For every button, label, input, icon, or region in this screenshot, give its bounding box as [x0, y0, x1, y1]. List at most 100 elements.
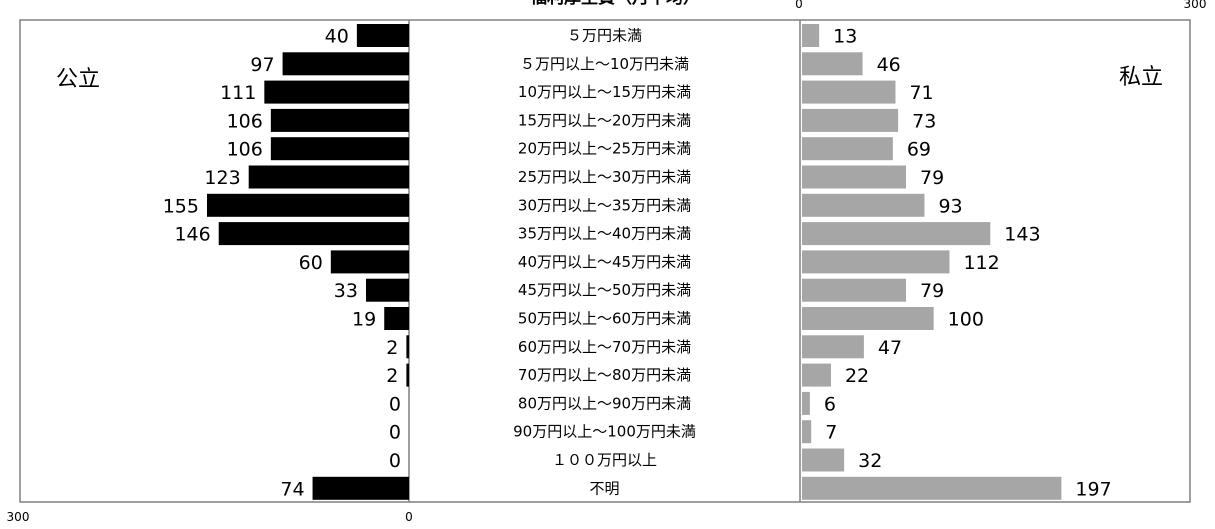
- left-bar-label: 146: [174, 224, 210, 246]
- right-bar: [802, 24, 820, 47]
- left-bar-label: 40: [325, 26, 349, 48]
- right-bar: [802, 52, 863, 76]
- left-bar: [365, 278, 409, 302]
- category-label: 70万円以上～80万円未満: [518, 366, 691, 384]
- category-label: 15万円以上～20万円未満: [518, 111, 691, 129]
- chart-row: 2 60万円以上～70万円未満 47: [386, 335, 902, 359]
- left-bar: [406, 335, 409, 359]
- left-bar-label: 106: [227, 139, 263, 161]
- chart-row: 0 80万円以上～90万円未満 6: [389, 391, 836, 415]
- chart-row: 60 40万円以上～45万円未満 112: [299, 250, 1000, 274]
- left-bar: [356, 24, 409, 47]
- left-bar: [206, 193, 409, 217]
- left-bar: [282, 52, 409, 76]
- right-bar: [802, 476, 1062, 500]
- right-bar-label: 22: [845, 365, 869, 387]
- right-bar: [802, 222, 991, 246]
- left-bar: [406, 363, 409, 387]
- right-bar-label: 47: [878, 337, 902, 359]
- left-bar-label: 155: [163, 195, 199, 217]
- left-bar: [270, 108, 409, 132]
- right-bar: [802, 420, 812, 444]
- category-label: 50万円以上～60万円未満: [518, 310, 691, 328]
- left-axis-max-label: 300: [7, 510, 30, 524]
- left-axis-min-label: 0: [405, 510, 413, 524]
- left-bar: [384, 307, 409, 330]
- left-bar-label: 33: [334, 280, 358, 302]
- left-bar-label: 74: [280, 478, 304, 500]
- left-bar-label: 106: [227, 110, 263, 132]
- left-bar: [270, 137, 409, 161]
- right-bar-label: 79: [920, 280, 944, 302]
- left-bar-label: 2: [386, 337, 398, 359]
- left-bar-label: 0: [389, 450, 401, 472]
- category-label: 不明: [589, 479, 619, 497]
- left-bar-label: 123: [204, 167, 240, 189]
- left-bar-label: 0: [389, 422, 401, 444]
- left-bar-label: 19: [352, 309, 376, 331]
- chart-row: 19 50万円以上～60万円未満 100: [352, 307, 984, 331]
- chart-row: 146 35万円以上～40万円未満 143: [174, 222, 1041, 246]
- left-bar-label: 0: [389, 393, 401, 415]
- chart-row: 40 ５万円未満 13: [325, 24, 857, 48]
- right-bar-label: 73: [912, 110, 936, 132]
- chart-row: 155 30万円以上～35万円未満 93: [163, 193, 963, 217]
- chart-row: 106 15万円以上～20万円未満 73: [227, 108, 936, 132]
- category-label: ５万円未満: [567, 27, 642, 45]
- chart-row: 111 10万円以上～15万円未満 71: [220, 80, 934, 104]
- left-bar-label: 2: [386, 365, 398, 387]
- right-bar: [802, 193, 925, 217]
- category-label: 10万円以上～15万円未満: [518, 83, 691, 101]
- right-bar-label: 100: [948, 309, 984, 331]
- right-bar-label: 46: [877, 54, 901, 76]
- left-bar: [218, 222, 409, 246]
- left-bar-label: 97: [250, 54, 274, 76]
- chart-row: 123 25万円以上～30万円未満 79: [204, 165, 944, 189]
- right-bar: [802, 108, 899, 132]
- right-bar: [802, 307, 934, 330]
- left-bar: [264, 80, 409, 104]
- chart-row: 106 20万円以上～25万円未満 69: [227, 137, 931, 161]
- chart-rows: 40 ５万円未満 13 97 ５万円以上～10万円未満 46 111 10万円以上～15万円未…: [163, 24, 1112, 500]
- category-label: １００万円以上: [552, 451, 657, 469]
- left-bar-label: 60: [299, 252, 323, 274]
- right-bar: [802, 137, 893, 161]
- category-label: 35万円以上～40万円未満: [518, 225, 691, 243]
- right-bar-label: 6: [824, 393, 836, 415]
- right-bar-label: 69: [907, 139, 931, 161]
- category-label: 40万円以上～45万円未満: [518, 253, 691, 271]
- chart-row: 2 70万円以上～80万円未満 22: [386, 363, 869, 387]
- right-bar-label: 112: [963, 252, 999, 274]
- right-bar: [802, 363, 831, 387]
- left-bar: [330, 250, 409, 274]
- right-bar-label: 93: [938, 195, 962, 217]
- right-bar-label: 143: [1004, 224, 1040, 246]
- left-bar-label: 111: [220, 82, 256, 104]
- right-bar: [802, 391, 810, 415]
- chart-row: 0 90万円以上～100万円未満 7: [389, 420, 837, 444]
- right-bar: [802, 80, 896, 104]
- right-bar-label: 32: [858, 450, 882, 472]
- left-series-label: 公立: [56, 67, 100, 92]
- category-label: 45万円以上～50万円未満: [518, 281, 691, 299]
- left-bar: [248, 165, 409, 189]
- category-label: ５万円以上～10万円未満: [520, 55, 689, 73]
- right-bar-label: 79: [920, 167, 944, 189]
- chart-row: 0 １００万円以上 32: [389, 448, 882, 472]
- category-label: 90万円以上～100万円未満: [513, 423, 696, 441]
- right-bar-label: 197: [1075, 478, 1111, 500]
- plot-border: [19, 19, 1191, 503]
- right-bar-label: 7: [825, 422, 837, 444]
- category-label: 60万円以上～70万円未満: [518, 338, 691, 356]
- left-bar: [312, 476, 409, 500]
- right-axis-max-label: 300: [1184, 0, 1207, 11]
- chart-row: 97 ５万円以上～10万円未満 46: [250, 52, 901, 76]
- right-series-label: 私立: [1119, 65, 1163, 90]
- category-label: 80万円以上～90万円未満: [518, 394, 691, 412]
- chart-row: 74 不明 197: [280, 476, 1112, 500]
- right-bar-label: 13: [833, 26, 857, 48]
- right-bar: [802, 448, 845, 472]
- right-bar: [802, 335, 864, 359]
- right-bar-label: 71: [909, 82, 933, 104]
